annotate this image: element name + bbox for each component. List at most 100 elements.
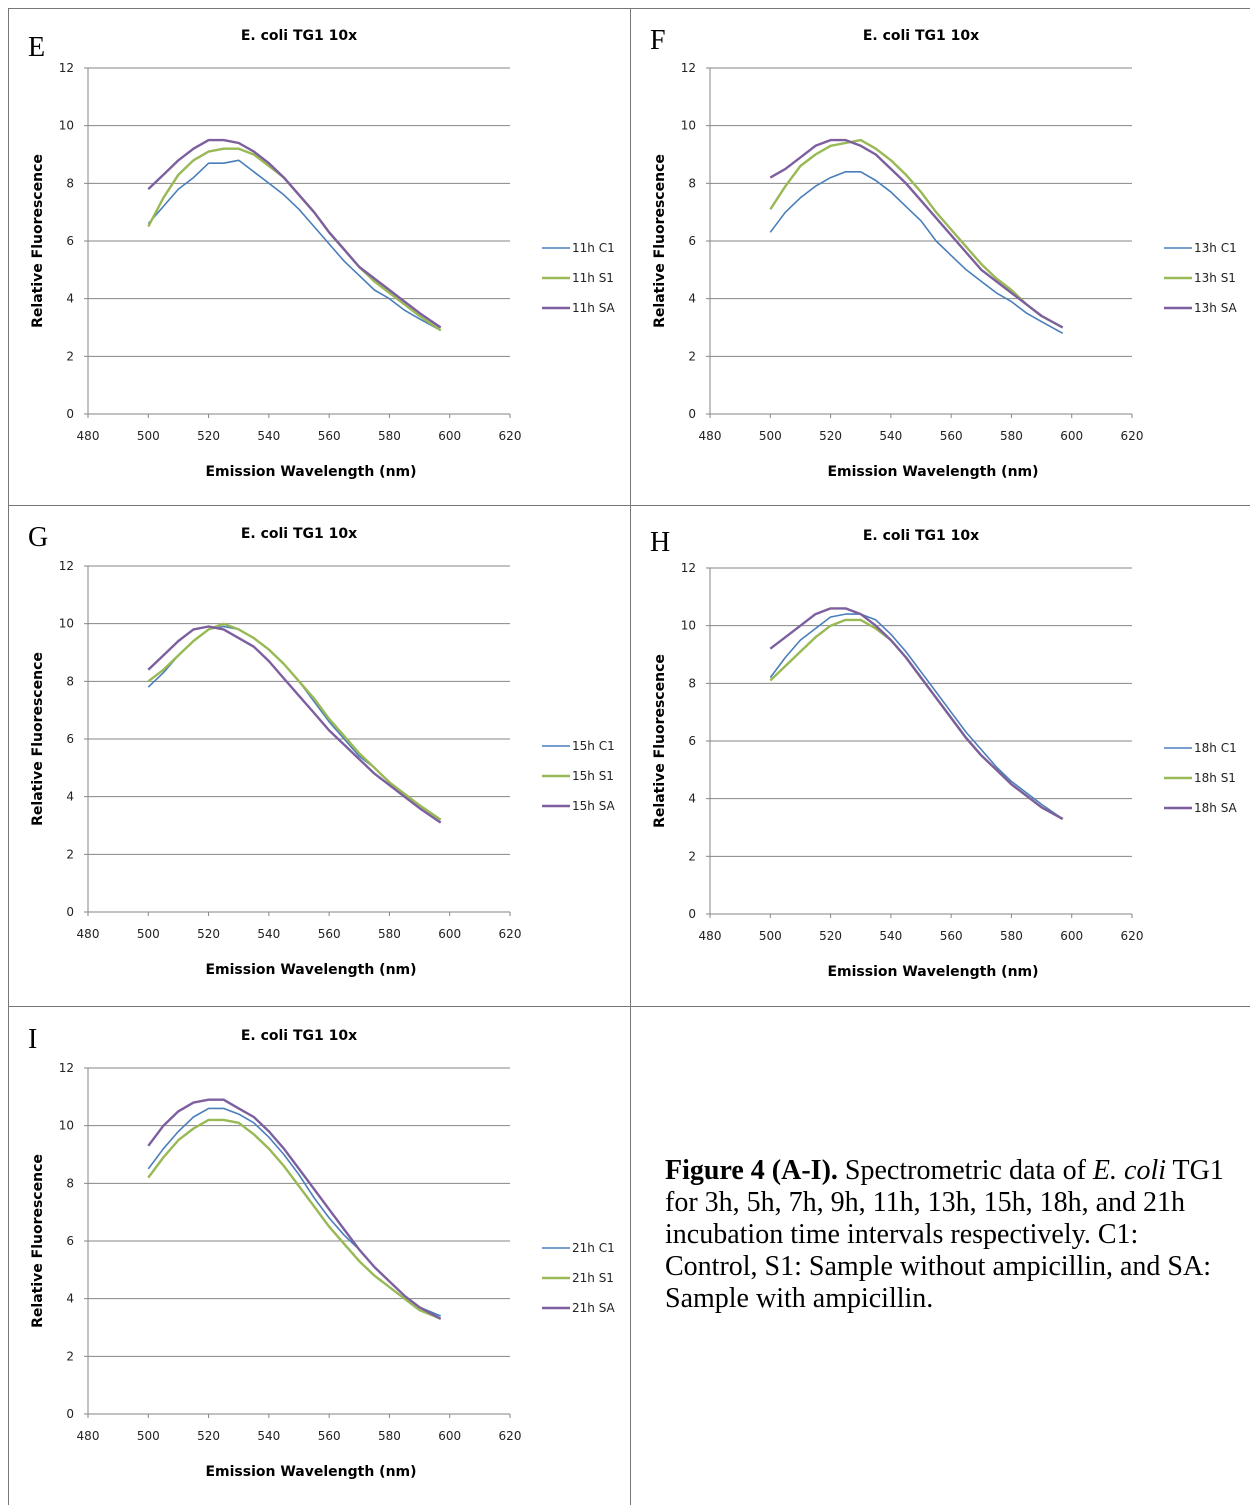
y-tick-label: 0: [66, 407, 74, 421]
x-tick-label: 520: [197, 429, 220, 443]
y-tick-label: 8: [688, 176, 696, 190]
y-tick-label: 4: [688, 792, 696, 806]
x-tick-label: 600: [438, 1429, 461, 1443]
panel-letter-i: I: [28, 1024, 38, 1055]
x-tick-label: 620: [499, 927, 522, 941]
panel-letter-f: F: [650, 25, 666, 56]
legend-label-s1: 15h S1: [572, 769, 614, 783]
legend-label-c1: 11h C1: [572, 241, 615, 255]
x-tick-label: 620: [1121, 929, 1144, 943]
x-tick-label: 560: [318, 429, 341, 443]
x-tick-label: 580: [378, 429, 401, 443]
y-tick-label: 6: [688, 234, 696, 248]
legend-label-sa: 21h SA: [572, 1301, 616, 1315]
legend-label-s1: 18h S1: [1194, 771, 1236, 785]
chart-title: E. coli TG1 10x: [241, 28, 357, 44]
y-tick-label: 10: [59, 617, 74, 631]
x-tick-label: 480: [77, 429, 100, 443]
x-tick-label: 560: [940, 429, 963, 443]
panel-letter-h: H: [650, 527, 671, 558]
y-tick-label: 2: [688, 849, 696, 863]
series-line-sa: [147, 138, 442, 329]
x-tick-label: 540: [257, 1429, 280, 1443]
y-tick-label: 12: [681, 61, 696, 75]
y-tick-label: 10: [681, 119, 696, 133]
legend-label-sa: 13h SA: [1194, 301, 1238, 315]
x-tick-label: 600: [1060, 929, 1083, 943]
x-axis-label: Emission Wavelength (nm): [827, 964, 1038, 980]
legend-label-c1: 21h C1: [572, 1241, 615, 1255]
x-tick-label: 480: [77, 1429, 100, 1443]
legend-label-s1: 13h S1: [1194, 271, 1236, 285]
x-tick-label: 580: [1000, 929, 1023, 943]
x-tick-label: 620: [499, 1429, 522, 1443]
x-axis-label: Emission Wavelength (nm): [205, 464, 416, 480]
series-line-c1: [147, 159, 442, 332]
x-tick-label: 500: [137, 927, 160, 941]
caption-italic: E. coli: [1092, 1155, 1167, 1186]
caption-bold: Figure 4 (A-I).: [665, 1155, 838, 1186]
chart-title: E. coli TG1 10x: [863, 528, 979, 544]
x-tick-label: 520: [819, 429, 842, 443]
chart-f: E. coli TG1 10x 0 2 4 6 8 10 12 480 500 520 540 560 5…: [652, 28, 1238, 480]
x-tick-label: 560: [318, 927, 341, 941]
series-line-sa: [147, 1098, 442, 1320]
y-tick-label: 2: [688, 349, 696, 363]
y-tick-label: 2: [66, 349, 74, 363]
y-tick-label: 12: [59, 61, 74, 75]
series-line-c1: [769, 171, 1064, 335]
y-tick-label: 4: [66, 1292, 74, 1306]
legend-label-sa: 15h SA: [572, 799, 616, 813]
frame-left: [8, 8, 9, 1505]
caption-text-1: Spectrometric data of: [837, 1155, 1093, 1186]
chart-e: E. coli TG1 10x 0 2 4 6 8 10 12 480 500 520 540 560 5…: [30, 28, 616, 480]
series-line-sa: [769, 607, 1064, 820]
legend-label-c1: 15h C1: [572, 739, 615, 753]
y-tick-label: 6: [66, 1234, 74, 1248]
x-tick-label: 540: [257, 429, 280, 443]
x-tick-label: 560: [940, 929, 963, 943]
x-tick-label: 620: [1121, 429, 1144, 443]
figure-caption: Figure 4 (A-I). Spectrometric data of E.…: [665, 1155, 1225, 1315]
y-tick-label: 12: [59, 559, 74, 573]
caption-text-2: TG1 for 3h, 5h, 7h, 9h, 11h, 13h, 15h, 1…: [665, 1155, 1224, 1314]
y-tick-label: 8: [688, 676, 696, 690]
y-tick-label: 8: [66, 674, 74, 688]
frame-row1: [8, 505, 1250, 506]
x-tick-label: 600: [1060, 429, 1083, 443]
y-axis-label: Relative Fluorescence: [652, 154, 668, 328]
x-tick-label: 500: [759, 929, 782, 943]
panel-letter-g: G: [28, 522, 49, 553]
x-tick-label: 580: [378, 927, 401, 941]
chart-title: E. coli TG1 10x: [241, 1028, 357, 1044]
x-axis-label: Emission Wavelength (nm): [205, 1464, 416, 1480]
legend-label-c1: 18h C1: [1194, 741, 1237, 755]
y-tick-label: 0: [66, 905, 74, 919]
x-tick-label: 500: [137, 429, 160, 443]
series-line-s1: [769, 138, 1064, 329]
y-tick-label: 2: [66, 847, 74, 861]
x-tick-label: 480: [77, 927, 100, 941]
series-line-c1: [769, 613, 1064, 820]
y-tick-label: 2: [66, 1349, 74, 1363]
chart-h: E. coli TG1 10x 0 2 4 6 8 10 12 480 500 520 540 560 5…: [652, 528, 1238, 980]
series-line-s1: [147, 622, 442, 821]
x-axis-label: Emission Wavelength (nm): [205, 962, 416, 978]
panel-letter-e: E: [28, 32, 46, 63]
y-tick-label: 6: [66, 234, 74, 248]
y-tick-label: 8: [66, 1176, 74, 1190]
legend-label-s1: 21h S1: [572, 1271, 614, 1285]
series-line-sa: [769, 138, 1064, 329]
y-tick-label: 8: [66, 176, 74, 190]
x-tick-label: 600: [438, 927, 461, 941]
y-tick-label: 12: [681, 561, 696, 575]
x-tick-label: 520: [197, 1429, 220, 1443]
x-tick-label: 520: [819, 929, 842, 943]
legend-label-s1: 11h S1: [572, 271, 614, 285]
x-tick-label: 480: [699, 429, 722, 443]
x-tick-label: 560: [318, 1429, 341, 1443]
x-tick-label: 520: [197, 927, 220, 941]
y-tick-label: 4: [688, 292, 696, 306]
x-axis-label: Emission Wavelength (nm): [827, 464, 1038, 480]
y-tick-label: 10: [681, 619, 696, 633]
